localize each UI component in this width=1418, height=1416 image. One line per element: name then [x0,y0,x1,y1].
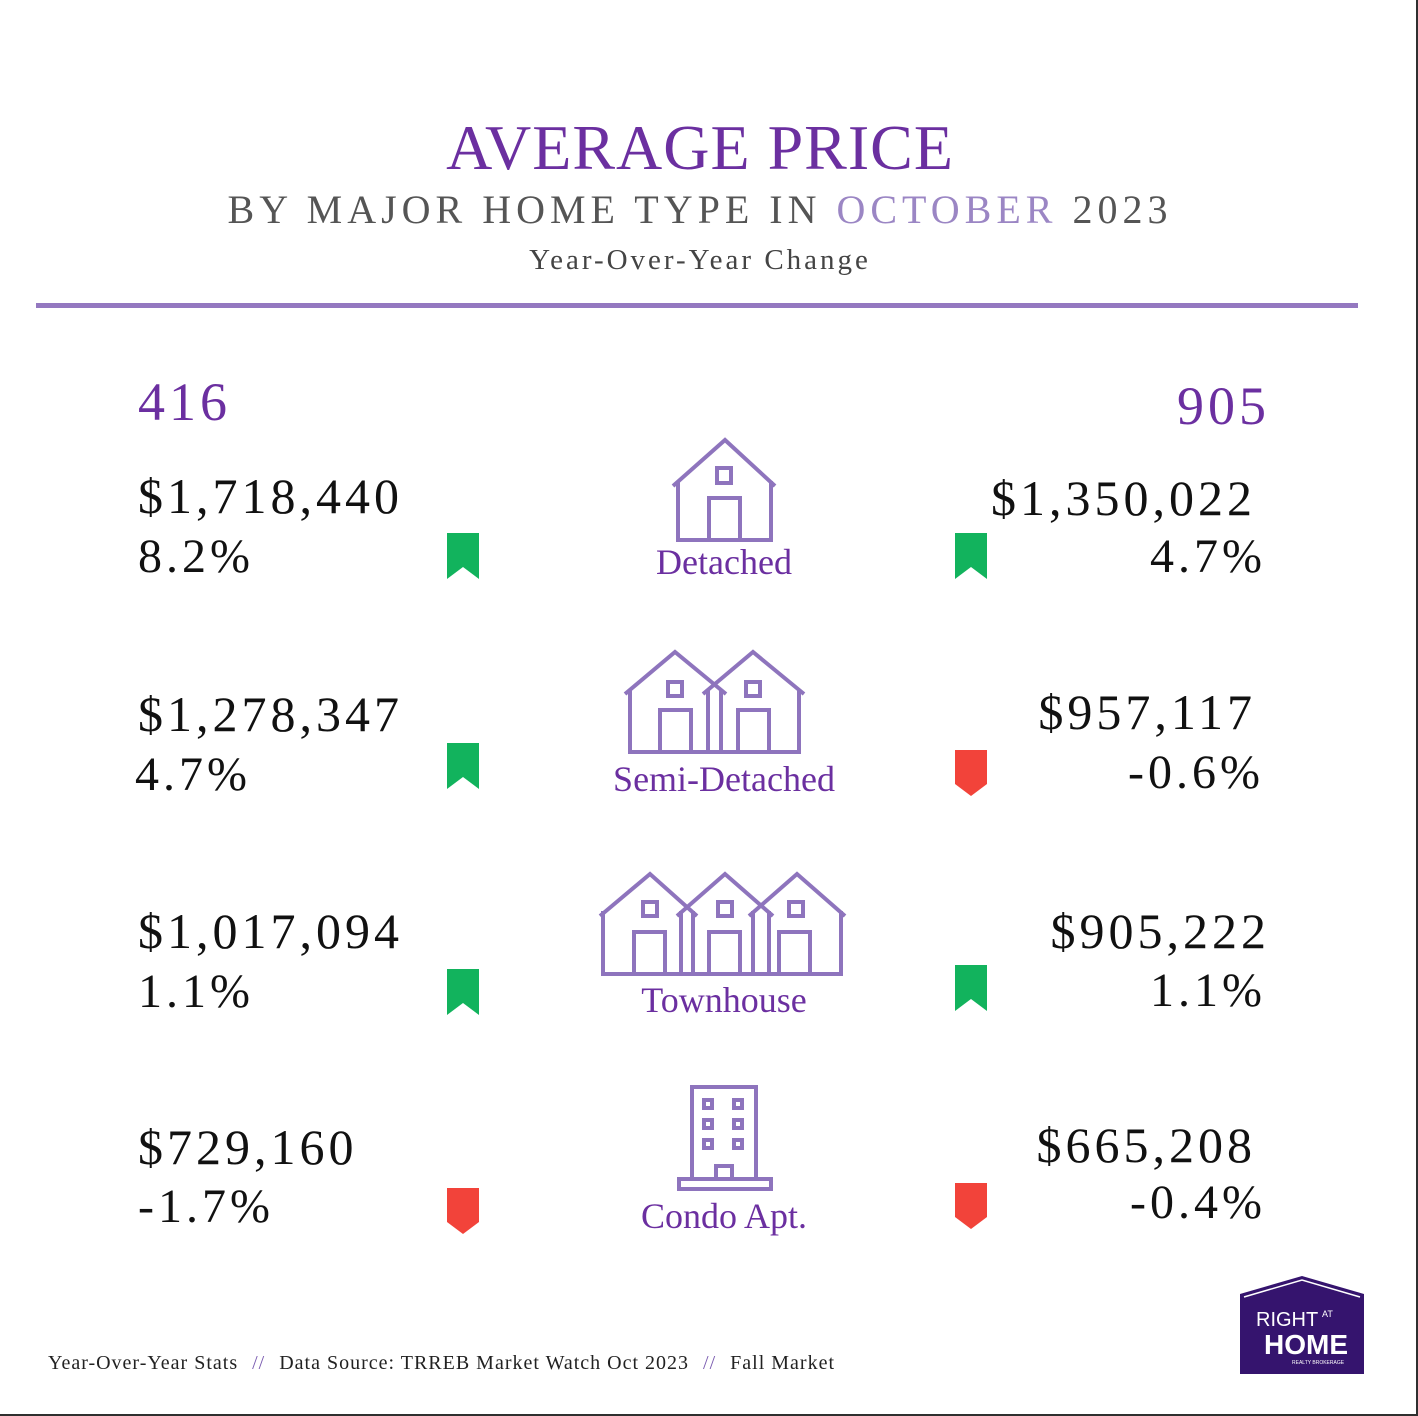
up-arrow-icon [955,965,987,1011]
footer-separator: // [703,1352,716,1374]
townhouse-label: Townhouse [574,980,874,1020]
detached-416-price: $1,718,440 [138,468,403,524]
footer-market: Fall Market [730,1352,835,1374]
footer-source: Data Source: TRREB Market Watch Oct 2023 [279,1352,689,1374]
down-arrow-icon [955,1183,987,1229]
semi-detached-416-price: $1,278,347 [138,686,403,742]
townhouse-905-change: 1.1% [1150,964,1266,1018]
condo-416-change: -1.7% [138,1180,274,1234]
logo-line3: REALTY BROKERAGE [1292,1360,1345,1366]
up-arrow-icon [955,533,987,579]
townhouse-416-price: $1,017,094 [138,903,403,959]
logo-line1-small: AT [1322,1309,1333,1319]
condo-building-icon [676,1084,774,1194]
semi-detached-416-change: 4.7% [135,748,251,802]
semi-detached-icon [622,648,808,756]
footer-separator: // [252,1352,265,1374]
condo-905-price: $665,208 [1037,1117,1257,1173]
down-arrow-icon [447,1188,479,1234]
up-arrow-icon [447,969,479,1015]
subtitle-prefix: BY MAJOR HOME TYPE IN [228,187,822,232]
region-905-label: 905 [1177,376,1270,436]
right-at-home-logo: RIGHT AT HOME REALTY BROKERAGE [1238,1274,1366,1376]
page-title: AVERAGE PRICE [0,112,1400,184]
townhouse-icon [597,870,849,978]
condo-905-change: -0.4% [1130,1176,1266,1230]
down-arrow-icon [955,750,987,796]
region-416-label: 416 [138,372,231,432]
detached-label: Detached [574,542,874,582]
page-subtitle: BY MAJOR HOME TYPE IN OCTOBER 2023 [0,186,1400,234]
semi-detached-label: Semi-Detached [574,759,874,799]
logo-line2: HOME [1264,1329,1348,1360]
detached-416-change: 8.2% [138,530,254,584]
tagline: Year-Over-Year Change [0,242,1400,278]
detached-905-price: $1,350,022 [991,470,1256,526]
townhouse-905-price: $905,222 [1051,903,1271,959]
condo-416-price: $729,160 [138,1119,358,1175]
up-arrow-icon [447,743,479,789]
townhouse-416-change: 1.1% [138,965,254,1019]
condo-label: Condo Apt. [574,1196,874,1236]
detached-905-change: 4.7% [1150,530,1266,584]
subtitle-month: OCTOBER [836,187,1057,232]
footer-stats: Year-Over-Year Stats [48,1352,238,1374]
semi-detached-905-price: $957,117 [1038,684,1256,740]
semi-detached-905-change: -0.6% [1128,746,1264,800]
logo-line1: RIGHT [1256,1309,1318,1331]
divider-rule [36,303,1358,308]
up-arrow-icon [447,533,479,579]
house-icon [670,436,778,544]
footer: Year-Over-Year Stats // Data Source: TRREB… [48,1350,835,1376]
subtitle-year: 2023 [1072,187,1172,232]
